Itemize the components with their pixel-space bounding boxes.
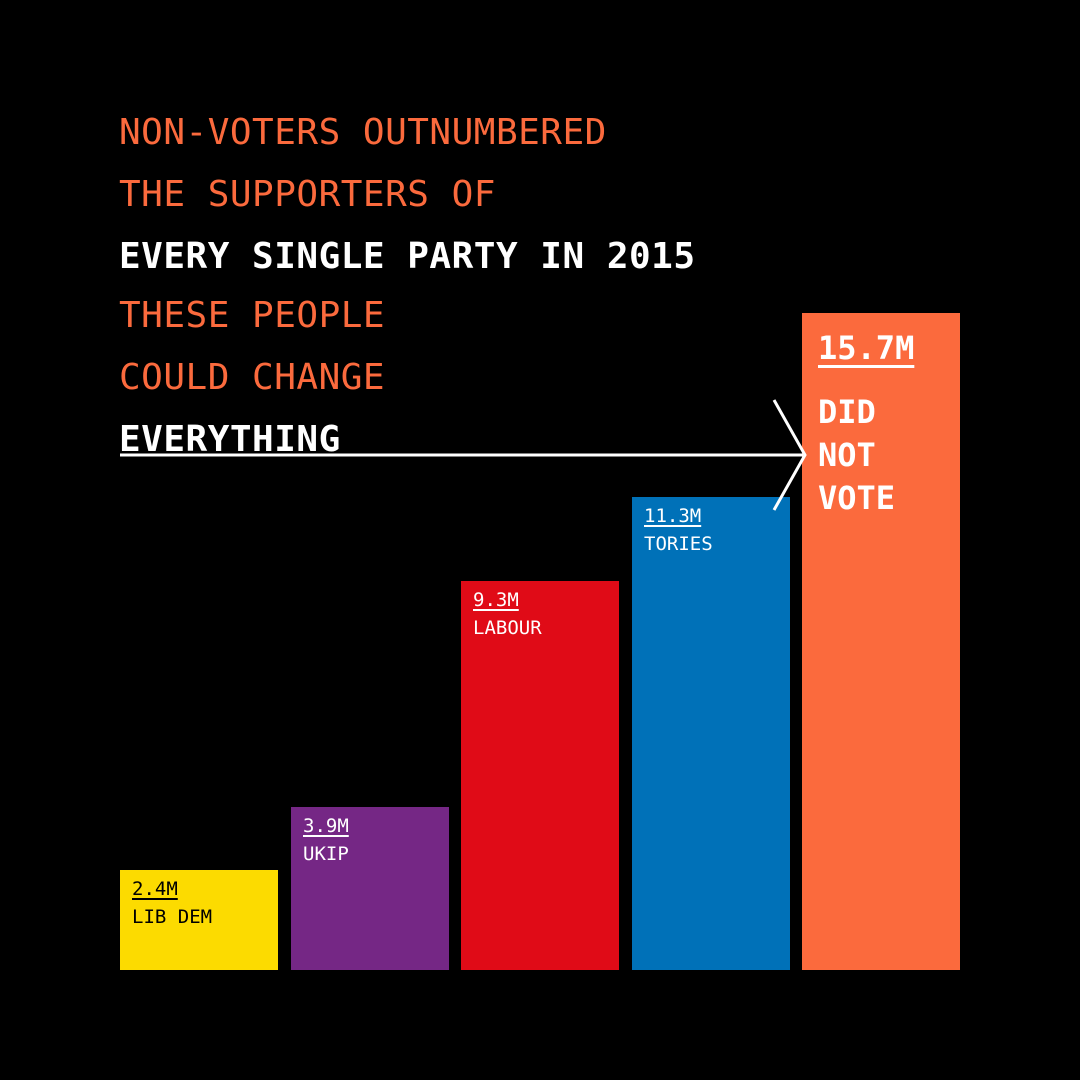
bar-tories: 11.3M TORIES: [632, 497, 790, 970]
headline-1-line-2: THE SUPPORTERS OF: [119, 174, 496, 215]
headline-1-line-1: NON-VOTERS OUTNUMBERED: [119, 112, 607, 153]
bar-category-label: LABOUR: [473, 617, 542, 639]
bar-value-label: 9.3M: [473, 589, 519, 611]
bar-lib-dem: 2.4M LIB DEM: [120, 870, 278, 970]
bar-ukip: 3.9M UKIP: [291, 807, 449, 970]
bar-category-label: UKIP: [303, 843, 349, 865]
bar-value-label: 2.4M: [132, 878, 178, 900]
headline-2-line-3: EVERYTHING: [119, 419, 341, 460]
bar-category-label: DID NOT VOTE: [818, 393, 896, 517]
headline-change-everything: THESE PEOPLE COULD CHANGE EVERYTHING: [119, 285, 385, 471]
bar-category-label: TORIES: [644, 533, 713, 555]
bar-labour: 9.3M LABOUR: [461, 581, 619, 970]
bar-category-label: LIB DEM: [132, 906, 213, 928]
bar-value-label: 15.7M: [818, 329, 915, 367]
bar-value-label: 3.9M: [303, 815, 349, 837]
headline-1-line-3: EVERY SINGLE PARTY IN 2015: [119, 236, 696, 277]
headline-non-voters: NON-VOTERS OUTNUMBERED THE SUPPORTERS OF…: [119, 102, 696, 288]
bar-did-not-vote: 15.7M DID NOT VOTE: [802, 313, 960, 970]
headline-2-line-1: THESE PEOPLE: [119, 295, 386, 336]
headline-2-line-2: COULD CHANGE: [119, 357, 386, 398]
bar-value-label: 11.3M: [644, 505, 702, 527]
